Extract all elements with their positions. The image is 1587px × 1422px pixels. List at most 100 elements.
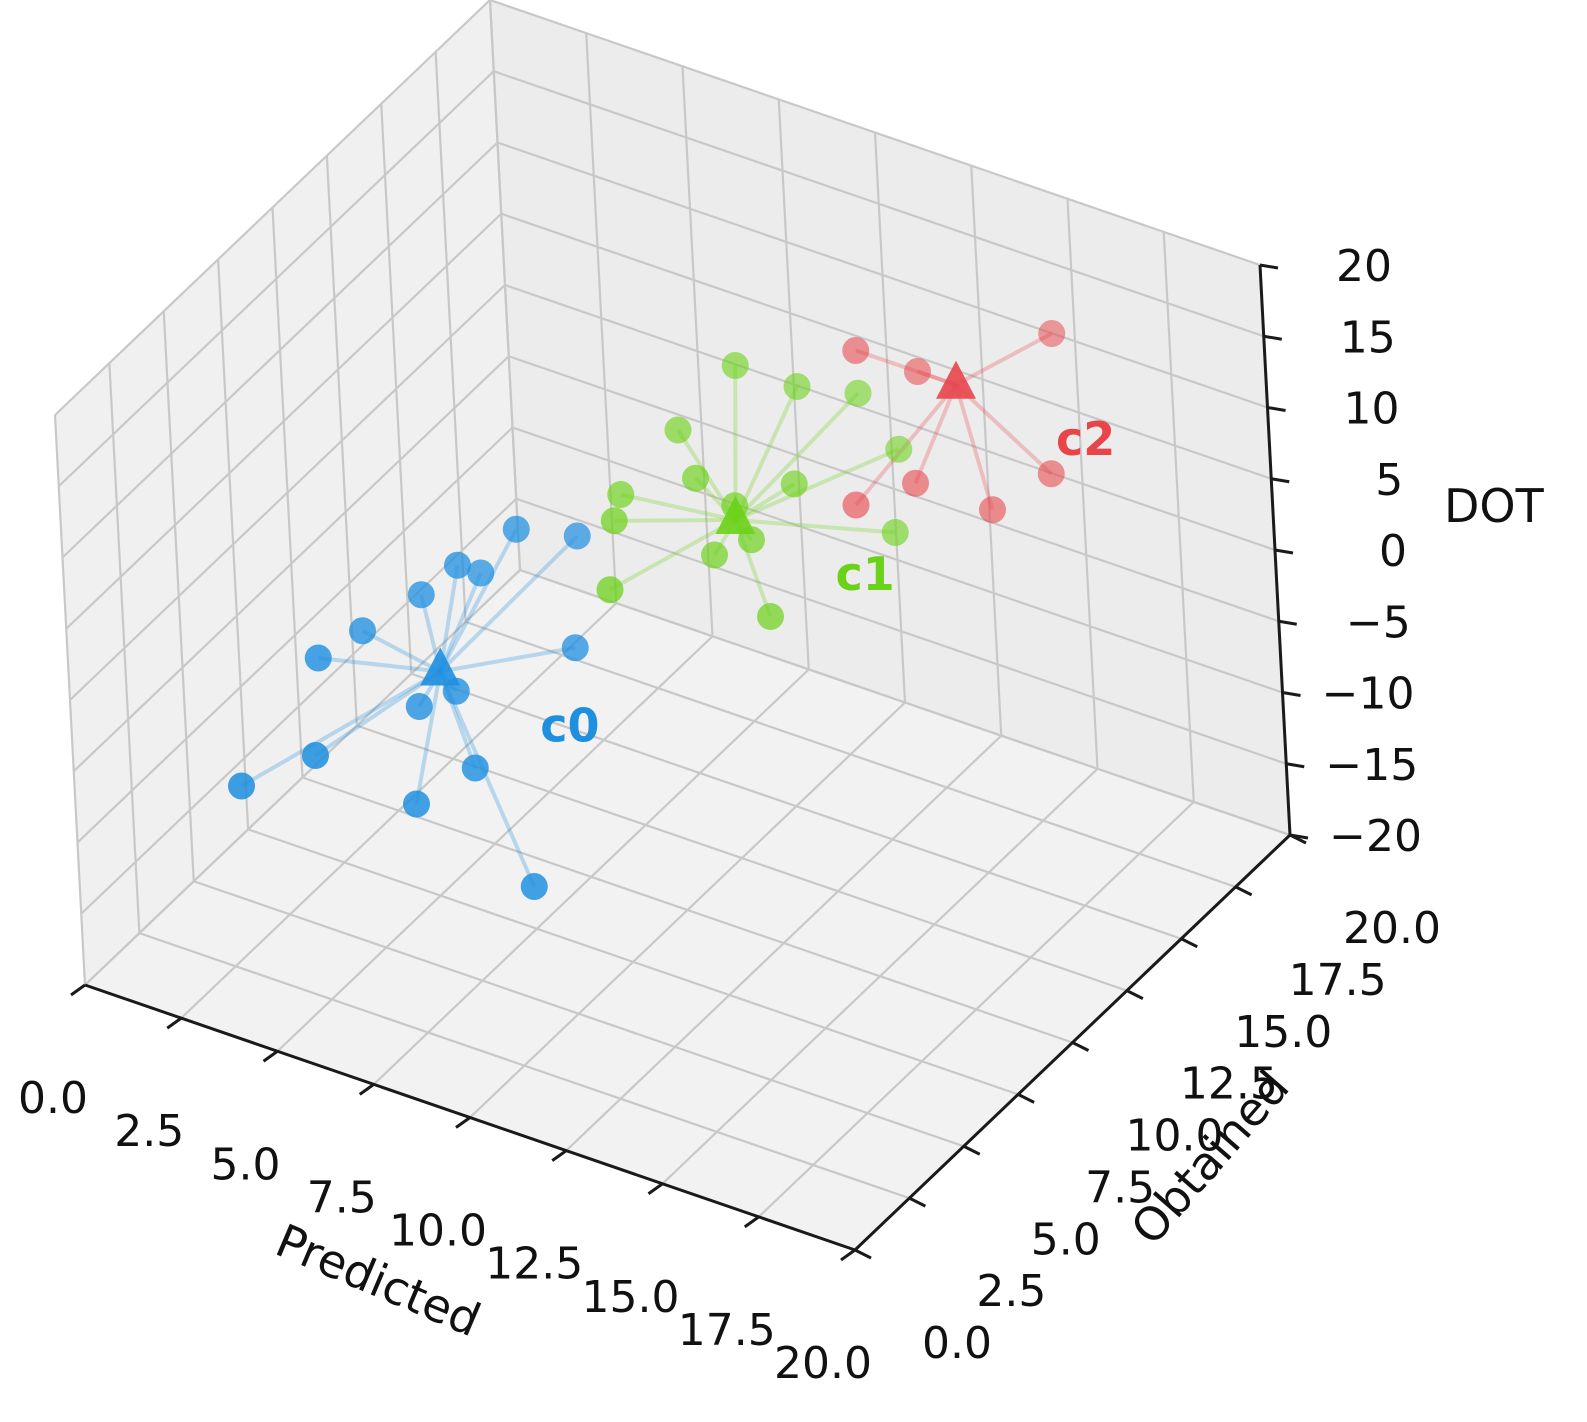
cluster-label: c1 [836, 547, 895, 601]
data-point [561, 634, 589, 662]
data-point [302, 742, 329, 769]
grid-line-y [325, 155, 1128, 992]
centroid-link [318, 656, 441, 674]
z-tick [1259, 263, 1279, 270]
x-tick-label: 17.5 [678, 1305, 776, 1356]
centroid-link [438, 572, 483, 673]
centroid-link [955, 331, 1053, 387]
centroid-link [733, 385, 799, 521]
grid-line-y [271, 207, 1073, 1044]
grid-line-y [434, 51, 1236, 888]
data-point [664, 416, 692, 444]
centroid-link [438, 528, 519, 673]
grid-line-y [380, 103, 1182, 940]
x-tick [647, 1182, 664, 1195]
data-point [1038, 320, 1066, 347]
z-tick [1271, 477, 1290, 484]
z-tick [1286, 762, 1305, 769]
z-tick-label: 15 [1340, 312, 1396, 363]
data-point [403, 790, 430, 818]
data-point [502, 515, 530, 543]
data-point [467, 559, 495, 587]
centroid-link [913, 383, 958, 485]
z-tick-label: −5 [1346, 597, 1411, 648]
data-point [881, 519, 909, 546]
data-point [701, 541, 728, 569]
axes-panes [54, 0, 1291, 1251]
y-tick-label: 12.5 [1180, 1059, 1278, 1110]
z-tick-label: 10 [1344, 384, 1400, 435]
z-axis-label: DOT [1444, 479, 1545, 533]
data-point [600, 507, 628, 535]
data-point [842, 337, 870, 364]
data-point [304, 644, 332, 672]
x-tick [358, 1083, 375, 1096]
y-tick-label: 0.0 [922, 1318, 992, 1369]
data-point [349, 617, 376, 645]
y-tick-label: 5.0 [1031, 1214, 1101, 1265]
y-tick-label: 10.0 [1126, 1111, 1224, 1162]
data-point [757, 603, 784, 630]
y-tick [963, 1144, 981, 1156]
x-tick [551, 1149, 568, 1162]
x-tick [70, 983, 86, 997]
centroid-link [734, 447, 900, 522]
data-point [979, 496, 1006, 524]
grid-line-y [108, 363, 910, 1200]
x-tick [743, 1215, 760, 1229]
data-point [596, 576, 624, 604]
centroid-link [240, 669, 442, 788]
x-tick [840, 1248, 856, 1262]
z-tick-label: 20 [1336, 241, 1392, 292]
data-point [405, 693, 433, 720]
y-tick-label: 17.5 [1289, 955, 1387, 1006]
centroid-link [314, 669, 442, 758]
centroid-link [438, 670, 537, 888]
data-point [904, 358, 931, 385]
centroid-link [414, 671, 443, 805]
grid-line-y [217, 259, 1019, 1096]
z-tick [1278, 619, 1297, 626]
z-tick [1289, 833, 1309, 840]
centroid-marker [936, 360, 976, 399]
data-point [885, 435, 913, 463]
data-point [902, 469, 929, 497]
centroid-link [954, 383, 1053, 476]
y-tick [1234, 885, 1253, 897]
tick-labels: 0.02.55.07.510.012.515.017.520.0 0.02.55.… [18, 241, 1441, 1389]
grid-line-y [162, 311, 965, 1148]
centroid-markers [420, 360, 976, 686]
x-tick-label: 5.0 [211, 1139, 281, 1190]
z-tick-label: 5 [1375, 455, 1403, 506]
centroid-link [735, 518, 896, 535]
centroid-link [734, 391, 860, 522]
data-point [444, 551, 471, 579]
z-tick-label: 0 [1379, 526, 1407, 577]
x-tick [166, 1016, 183, 1030]
x-tick-label: 7.5 [307, 1172, 377, 1223]
z-tick [1274, 548, 1294, 555]
z-tick-label: −15 [1325, 740, 1418, 791]
data-point [780, 470, 808, 498]
centroid-link [614, 518, 736, 523]
y-tick-label: 20.0 [1343, 903, 1441, 954]
cluster-label: c0 [540, 699, 599, 753]
grid-line-z [54, 0, 1261, 416]
data-point [783, 373, 811, 400]
y-tick [1017, 1093, 1035, 1104]
x-tick-label: 15.0 [582, 1272, 680, 1323]
centroid-link [438, 534, 579, 673]
tick-marks [70, 263, 1309, 1262]
data-point [407, 581, 435, 609]
centroid-link [954, 384, 995, 511]
z-tick [1282, 691, 1301, 697]
x-tick [455, 1116, 471, 1129]
y-tick [854, 1248, 872, 1260]
y-tick-label: 2.5 [976, 1266, 1046, 1317]
x-tick-label: 12.5 [485, 1239, 583, 1290]
x-tick-label: 2.5 [114, 1106, 184, 1157]
y-tick-label: 7.5 [1085, 1162, 1155, 1213]
z-tick-label: −20 [1329, 811, 1422, 862]
grid-line-y [488, 0, 1291, 837]
